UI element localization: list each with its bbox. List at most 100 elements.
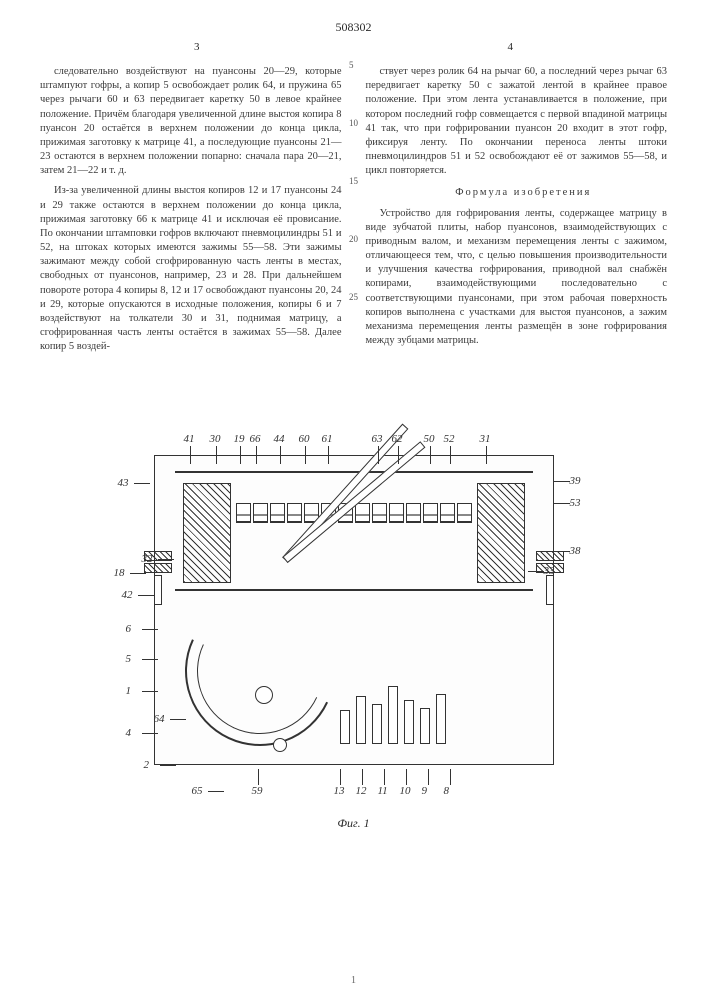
ref-label: 64 bbox=[154, 713, 165, 725]
ref-label: 6 bbox=[126, 623, 132, 635]
ref-label: 38 bbox=[570, 545, 581, 557]
leader-line bbox=[340, 769, 341, 785]
leader-line bbox=[554, 481, 570, 482]
ref-label: 10 bbox=[400, 785, 411, 797]
ref-label: 11 bbox=[378, 785, 388, 797]
leader-line bbox=[430, 446, 431, 464]
cam-bar bbox=[372, 704, 382, 744]
figure-area: 4130196644606163625052313953383343321842… bbox=[40, 405, 667, 825]
cam-bar bbox=[436, 694, 446, 744]
leader-line bbox=[398, 446, 399, 464]
left-p2: Из-за увеличенной длины выстоя копиров 1… bbox=[40, 184, 342, 354]
ref-label: 63 bbox=[372, 433, 383, 445]
leader-line bbox=[142, 659, 158, 660]
line-marker: 10 bbox=[349, 118, 358, 128]
bolt-cap bbox=[536, 551, 564, 561]
leader-line bbox=[142, 691, 158, 692]
line-marker: 5 bbox=[349, 60, 358, 70]
ref-label: 39 bbox=[570, 475, 581, 487]
leader-line bbox=[170, 719, 186, 720]
ref-label: 52 bbox=[444, 433, 455, 445]
leader-line bbox=[142, 733, 158, 734]
leader-line bbox=[130, 573, 146, 574]
ref-label: 12 bbox=[356, 785, 367, 797]
leader-line bbox=[528, 571, 544, 572]
leader-line bbox=[160, 765, 176, 766]
ref-label: 44 bbox=[274, 433, 285, 445]
left-p1: следовательно воздействуют на пуансоны 2… bbox=[40, 65, 342, 178]
matrix-tooth bbox=[270, 503, 285, 523]
cam-bar bbox=[340, 710, 350, 744]
right-p1: ствует через ролик 64 на рычаг 60, а пос… bbox=[366, 65, 668, 178]
leader-line bbox=[362, 769, 363, 785]
leader-line bbox=[450, 446, 451, 464]
leader-line bbox=[280, 446, 281, 464]
hatch-block-left bbox=[183, 483, 231, 583]
leader-line bbox=[138, 595, 154, 596]
ref-label: 31 bbox=[480, 433, 491, 445]
leader-line bbox=[486, 446, 487, 464]
ref-label: 32 bbox=[142, 553, 153, 565]
right-p2: Устройство для гофрирования ленты, содер… bbox=[366, 207, 668, 349]
ref-label: 62 bbox=[392, 433, 403, 445]
ref-label: 41 bbox=[184, 433, 195, 445]
drawing-frame bbox=[154, 455, 554, 765]
cam-bar bbox=[404, 700, 414, 744]
line-marker: 15 bbox=[349, 176, 358, 186]
ref-label: 4 bbox=[126, 727, 132, 739]
leader-line bbox=[428, 769, 429, 785]
page-number-row: 3 4 bbox=[40, 41, 667, 53]
leader-line bbox=[328, 446, 329, 464]
ref-label: 53 bbox=[570, 497, 581, 509]
left-column: следовательно воздействуют на пуансоны 2… bbox=[40, 65, 342, 385]
matrix-tooth bbox=[287, 503, 302, 523]
ref-label: 59 bbox=[252, 785, 263, 797]
leader-line bbox=[142, 629, 158, 630]
cam-bar bbox=[356, 696, 366, 744]
right-column: ствует через ролик 64 на рычаг 60, а пос… bbox=[366, 65, 668, 385]
bolt-stem bbox=[546, 575, 554, 605]
leader-line bbox=[240, 446, 241, 464]
page-num-left: 3 bbox=[194, 41, 200, 53]
leader-line bbox=[134, 483, 150, 484]
cam-bars bbox=[340, 686, 446, 744]
cam-bar bbox=[388, 686, 398, 744]
pivot-circle bbox=[255, 686, 273, 704]
cam-bar bbox=[420, 708, 430, 744]
leader-line bbox=[190, 446, 191, 464]
leader-line bbox=[378, 446, 379, 464]
matrix-tooth bbox=[423, 503, 438, 523]
ref-label: 9 bbox=[422, 785, 428, 797]
ref-label: 1 bbox=[126, 685, 132, 697]
leader-line bbox=[450, 769, 451, 785]
matrix-tooth bbox=[389, 503, 404, 523]
leader-line bbox=[554, 503, 570, 504]
ref-label: 50 bbox=[424, 433, 435, 445]
ref-label: 8 bbox=[444, 785, 450, 797]
hatch-block-right bbox=[477, 483, 525, 583]
ref-label: 2 bbox=[144, 759, 150, 771]
line-markers: 510152025 bbox=[349, 60, 358, 302]
leader-line bbox=[305, 446, 306, 464]
ref-label: 5 bbox=[126, 653, 132, 665]
leader-line bbox=[384, 769, 385, 785]
page-num-right: 4 bbox=[508, 41, 514, 53]
ref-label: 42 bbox=[122, 589, 133, 601]
leader-line bbox=[216, 446, 217, 464]
leader-line bbox=[406, 769, 407, 785]
matrix-tooth bbox=[253, 503, 268, 523]
ref-label: 33 bbox=[544, 565, 555, 577]
leader-line bbox=[554, 551, 570, 552]
matrix-tooth bbox=[372, 503, 387, 523]
leader-line bbox=[258, 769, 259, 785]
roller-circle bbox=[273, 738, 287, 752]
page-bottom-number: 1 bbox=[351, 975, 356, 986]
line-marker: 20 bbox=[349, 234, 358, 244]
leader-line bbox=[256, 446, 257, 464]
ref-label: 30 bbox=[210, 433, 221, 445]
rotor-arc-inner bbox=[179, 590, 340, 751]
matrix-tooth bbox=[355, 503, 370, 523]
figure-caption: Фиг. 1 bbox=[40, 816, 667, 831]
ref-label: 61 bbox=[322, 433, 333, 445]
ref-label: 18 bbox=[114, 567, 125, 579]
